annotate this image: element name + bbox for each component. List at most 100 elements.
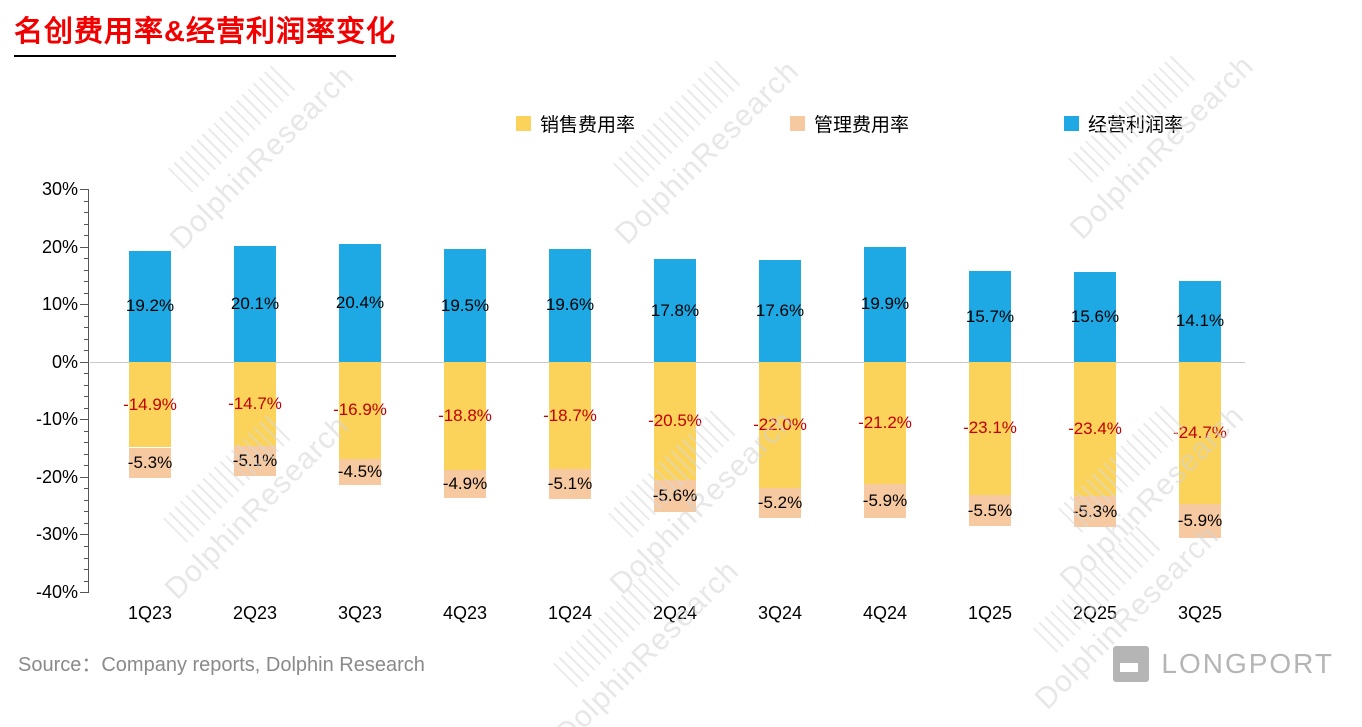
y-axis-minor-tick: [84, 327, 88, 329]
y-axis-minor-tick: [84, 292, 88, 294]
bar-segment-operating-margin: [1179, 280, 1221, 362]
bar-value-label-sales-expense: -14.9%: [123, 394, 177, 414]
x-axis-label: 3Q24: [757, 603, 803, 623]
legend-label-sales-expense: 销售费用率: [540, 115, 636, 136]
bar-segment-sales-expense: [549, 361, 591, 470]
y-axis-minor-tick: [84, 258, 88, 260]
bar-value-label-sales-expense: -21.2%: [858, 412, 912, 432]
y-axis-minor-tick: [84, 580, 88, 582]
watermark-text: DolphinResearch: [548, 554, 746, 727]
y-axis-minor-tick: [84, 522, 88, 524]
bar-value-label-operating-margin: 17.8%: [650, 300, 700, 320]
bar-value-label-sales-expense: -24.7%: [1173, 422, 1227, 442]
bar-segment-admin-expense: [549, 469, 591, 499]
bar-value-label-admin-expense: -5.2%: [757, 493, 803, 513]
bar-segment-admin-expense: [339, 459, 381, 485]
y-axis-minor-tick: [84, 200, 88, 202]
y-axis-minor-tick: [84, 338, 88, 340]
dolphin-research-watermark: DolphinResearch: [134, 29, 361, 256]
y-axis-line: [88, 189, 89, 593]
y-axis-major-tick: [80, 246, 88, 248]
bar-segment-operating-margin: [234, 246, 276, 362]
bar-value-label-admin-expense: -5.9%: [1177, 510, 1223, 530]
y-axis-minor-tick: [84, 499, 88, 501]
watermark-text: DolphinResearch: [163, 59, 361, 256]
bar-segment-sales-expense: [444, 361, 486, 470]
x-axis-label: 2Q23: [232, 603, 278, 623]
y-axis-minor-tick: [84, 212, 88, 213]
bar-value-label-sales-expense: -23.1%: [963, 418, 1017, 438]
bar-value-label-admin-expense: -5.1%: [232, 451, 278, 470]
legend-item-admin-expense: 管理费用率: [790, 110, 909, 137]
legend-item-sales-expense: 销售费用率: [516, 110, 635, 137]
x-axis-label: 1Q23: [127, 603, 173, 623]
y-axis-label: -10%: [35, 409, 78, 430]
y-axis-label: 0%: [51, 351, 78, 372]
bar-segment-admin-expense: [759, 488, 801, 519]
y-axis-minor-tick: [84, 488, 88, 490]
bar-segment-admin-expense: [864, 483, 906, 518]
y-axis-minor-tick: [84, 269, 88, 271]
bar-segment-sales-expense: [759, 361, 801, 489]
bar-segment-sales-expense: [969, 361, 1011, 495]
y-axis-minor-tick: [84, 281, 88, 283]
y-axis-major-tick: [80, 592, 88, 593]
bar-segment-operating-margin: [444, 249, 486, 362]
watermark-hatch-pattern: [1032, 523, 1163, 654]
y-axis-minor-tick: [84, 511, 88, 513]
y-axis-label: 20%: [41, 236, 78, 257]
watermark-hatch-pattern: [167, 63, 298, 194]
watermark-text: DolphinResearch: [608, 54, 806, 251]
bar-segment-operating-margin: [339, 244, 381, 362]
bar-value-label-operating-margin: 20.1%: [230, 293, 280, 313]
y-axis-minor-tick: [84, 350, 88, 352]
x-axis-label: 3Q25: [1177, 603, 1223, 623]
x-axis-label: 1Q24: [547, 603, 593, 623]
y-axis-minor-tick: [84, 442, 88, 444]
dolphin-research-watermark: DolphinResearch: [519, 524, 746, 727]
y-axis-major-tick: [80, 476, 88, 478]
bar-value-label-operating-margin: 19.2%: [125, 296, 175, 316]
bar-segment-operating-margin: [654, 259, 696, 362]
bar-value-label-admin-expense: -5.6%: [652, 485, 698, 505]
bar-value-label-operating-margin: 15.7%: [965, 306, 1015, 326]
bar-value-label-admin-expense: -4.5%: [337, 462, 383, 481]
bar-value-label-operating-margin: 19.5%: [440, 295, 490, 315]
y-axis-minor-tick: [84, 430, 88, 432]
longport-logo: LONGPORT: [1113, 646, 1334, 682]
x-axis-label: 2Q24: [652, 603, 698, 623]
bar-value-label-operating-margin: 20.4%: [335, 293, 385, 312]
bar-segment-admin-expense: [444, 469, 486, 499]
bar-segment-sales-expense: [339, 361, 381, 459]
page-title: 名创费用率&经营利润率变化: [14, 8, 396, 57]
source-note: Source：Company reports, Dolphin Research: [18, 654, 425, 676]
watermark-text: DolphinResearch: [1063, 49, 1261, 246]
bar-segment-operating-margin: [864, 247, 906, 362]
bar-segment-operating-margin: [1074, 271, 1116, 362]
bar-value-label-admin-expense: -5.9%: [862, 490, 908, 510]
bar-value-label-sales-expense: -14.7%: [228, 394, 282, 413]
y-axis-major-tick: [80, 419, 88, 421]
bar-value-label-sales-expense: -20.5%: [648, 410, 702, 430]
legend-swatch-admin-expense: [790, 116, 805, 131]
x-axis-label: 4Q24: [862, 603, 908, 623]
bar-segment-sales-expense: [864, 361, 906, 484]
legend-item-operating-margin: 经营利润率: [1064, 110, 1183, 137]
bar-segment-operating-margin: [969, 271, 1011, 362]
bar-value-label-sales-expense: -16.9%: [333, 400, 387, 420]
y-axis-minor-tick: [84, 315, 88, 317]
y-axis-minor-tick: [84, 545, 88, 547]
bar-value-label-admin-expense: -5.3%: [127, 452, 173, 472]
y-axis-major-tick: [80, 189, 88, 190]
legend-label-operating-margin: 经营利润率: [1088, 115, 1184, 136]
x-axis-label: 1Q25: [967, 603, 1013, 623]
y-axis-label: 10%: [41, 294, 78, 315]
bar-value-label-sales-expense: -18.7%: [543, 405, 597, 425]
y-axis-label: -40%: [35, 582, 78, 602]
x-axis-label: 2Q25: [1072, 603, 1118, 623]
y-axis-minor-tick: [84, 373, 88, 375]
y-axis-label: 30%: [41, 179, 78, 199]
bar-value-label-operating-margin: 19.9%: [860, 294, 910, 314]
y-axis-minor-tick: [84, 384, 88, 386]
